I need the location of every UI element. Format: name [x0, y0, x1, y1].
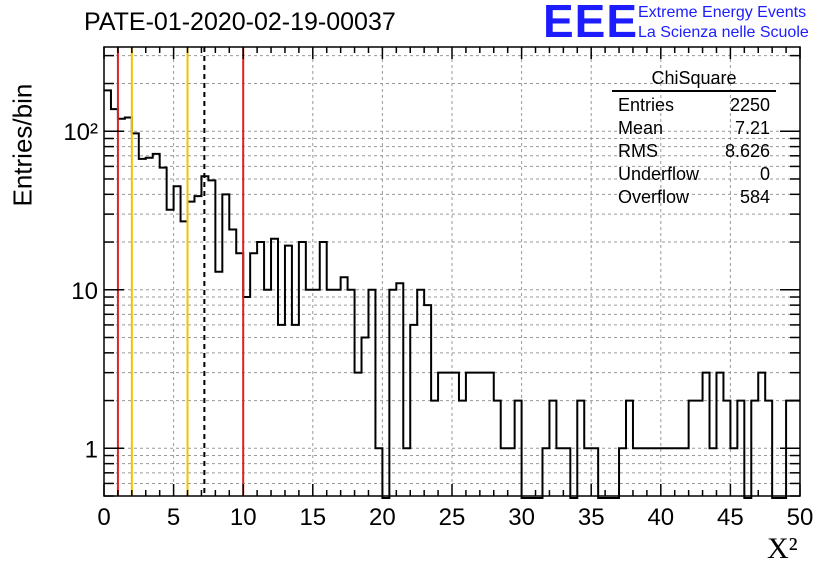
stats-value: 8.626 [724, 141, 770, 161]
x-tick-label: 45 [717, 504, 744, 531]
y-tick-label: 1 [85, 436, 98, 463]
stats-label: Mean [618, 118, 664, 138]
y-axis-label: Entries/bin [7, 83, 38, 207]
stats-label: RMS [618, 141, 658, 161]
stats-value: 2250 [729, 95, 770, 115]
stats-label: Overflow [618, 187, 690, 207]
x-tick-label: 40 [647, 504, 674, 531]
x-tick-label: 35 [578, 504, 605, 531]
x-tick-label: 0 [97, 504, 110, 531]
eee-logo: EEE Extreme Energy Events La Scienza nel… [543, 0, 833, 47]
x-tick-label: 50 [787, 504, 814, 531]
y-tick-label: 10² [63, 119, 98, 146]
x-tick-label: 20 [369, 504, 396, 531]
stats-row-entries: Entries 2250 [612, 94, 776, 117]
stats-box: ChiSquare Entries 2250 Mean 7.21 RMS 8.6… [612, 68, 776, 209]
x-tick-label: 25 [439, 504, 466, 531]
logo-mark: EEE [543, 0, 639, 47]
x-tick-label: 10 [230, 504, 257, 531]
y-tick-label: 10 [71, 278, 98, 305]
stats-row-mean: Mean 7.21 [612, 117, 776, 140]
x-axis-label: X² [767, 532, 798, 565]
x-tick-label: 5 [167, 504, 180, 531]
stats-value: 0 [759, 164, 770, 184]
stats-label: Entries [618, 95, 675, 115]
logo-line-2: La Scienza nelle Scuole [638, 24, 809, 41]
stats-title: ChiSquare [612, 68, 776, 92]
stats-value: 7.21 [734, 118, 770, 138]
stats-row-underflow: Underflow 0 [612, 163, 776, 186]
x-tick-label: 30 [508, 504, 535, 531]
stats-label: Underflow [618, 164, 700, 184]
stats-row-overflow: Overflow 584 [612, 186, 776, 209]
stats-value: 584 [739, 187, 770, 207]
x-tick-label: 15 [299, 504, 326, 531]
histogram-series [104, 89, 800, 499]
logo-line-1: Extreme Energy Events [638, 4, 807, 21]
y-axis-label-wrap: Entries/bin [8, 84, 38, 207]
stats-row-rms: RMS 8.626 [612, 140, 776, 163]
chart-title: PATE-01-2020-02-19-00037 [84, 8, 396, 36]
